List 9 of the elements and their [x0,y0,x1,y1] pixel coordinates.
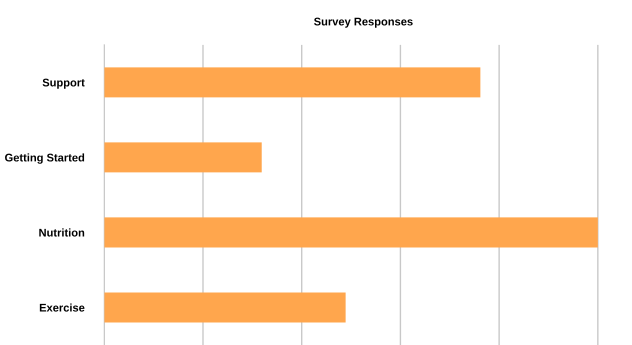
y-tick-label: Getting Started [5,153,84,164]
bar [104,142,262,172]
bar [104,292,346,322]
y-tick-label: Support [42,78,85,89]
bar [104,67,480,98]
y-tick-label: Exercise [40,303,84,312]
bar [104,217,598,248]
y-tick-label: Nutrition [39,228,84,237]
chart-title: Survey Responses [314,18,413,28]
